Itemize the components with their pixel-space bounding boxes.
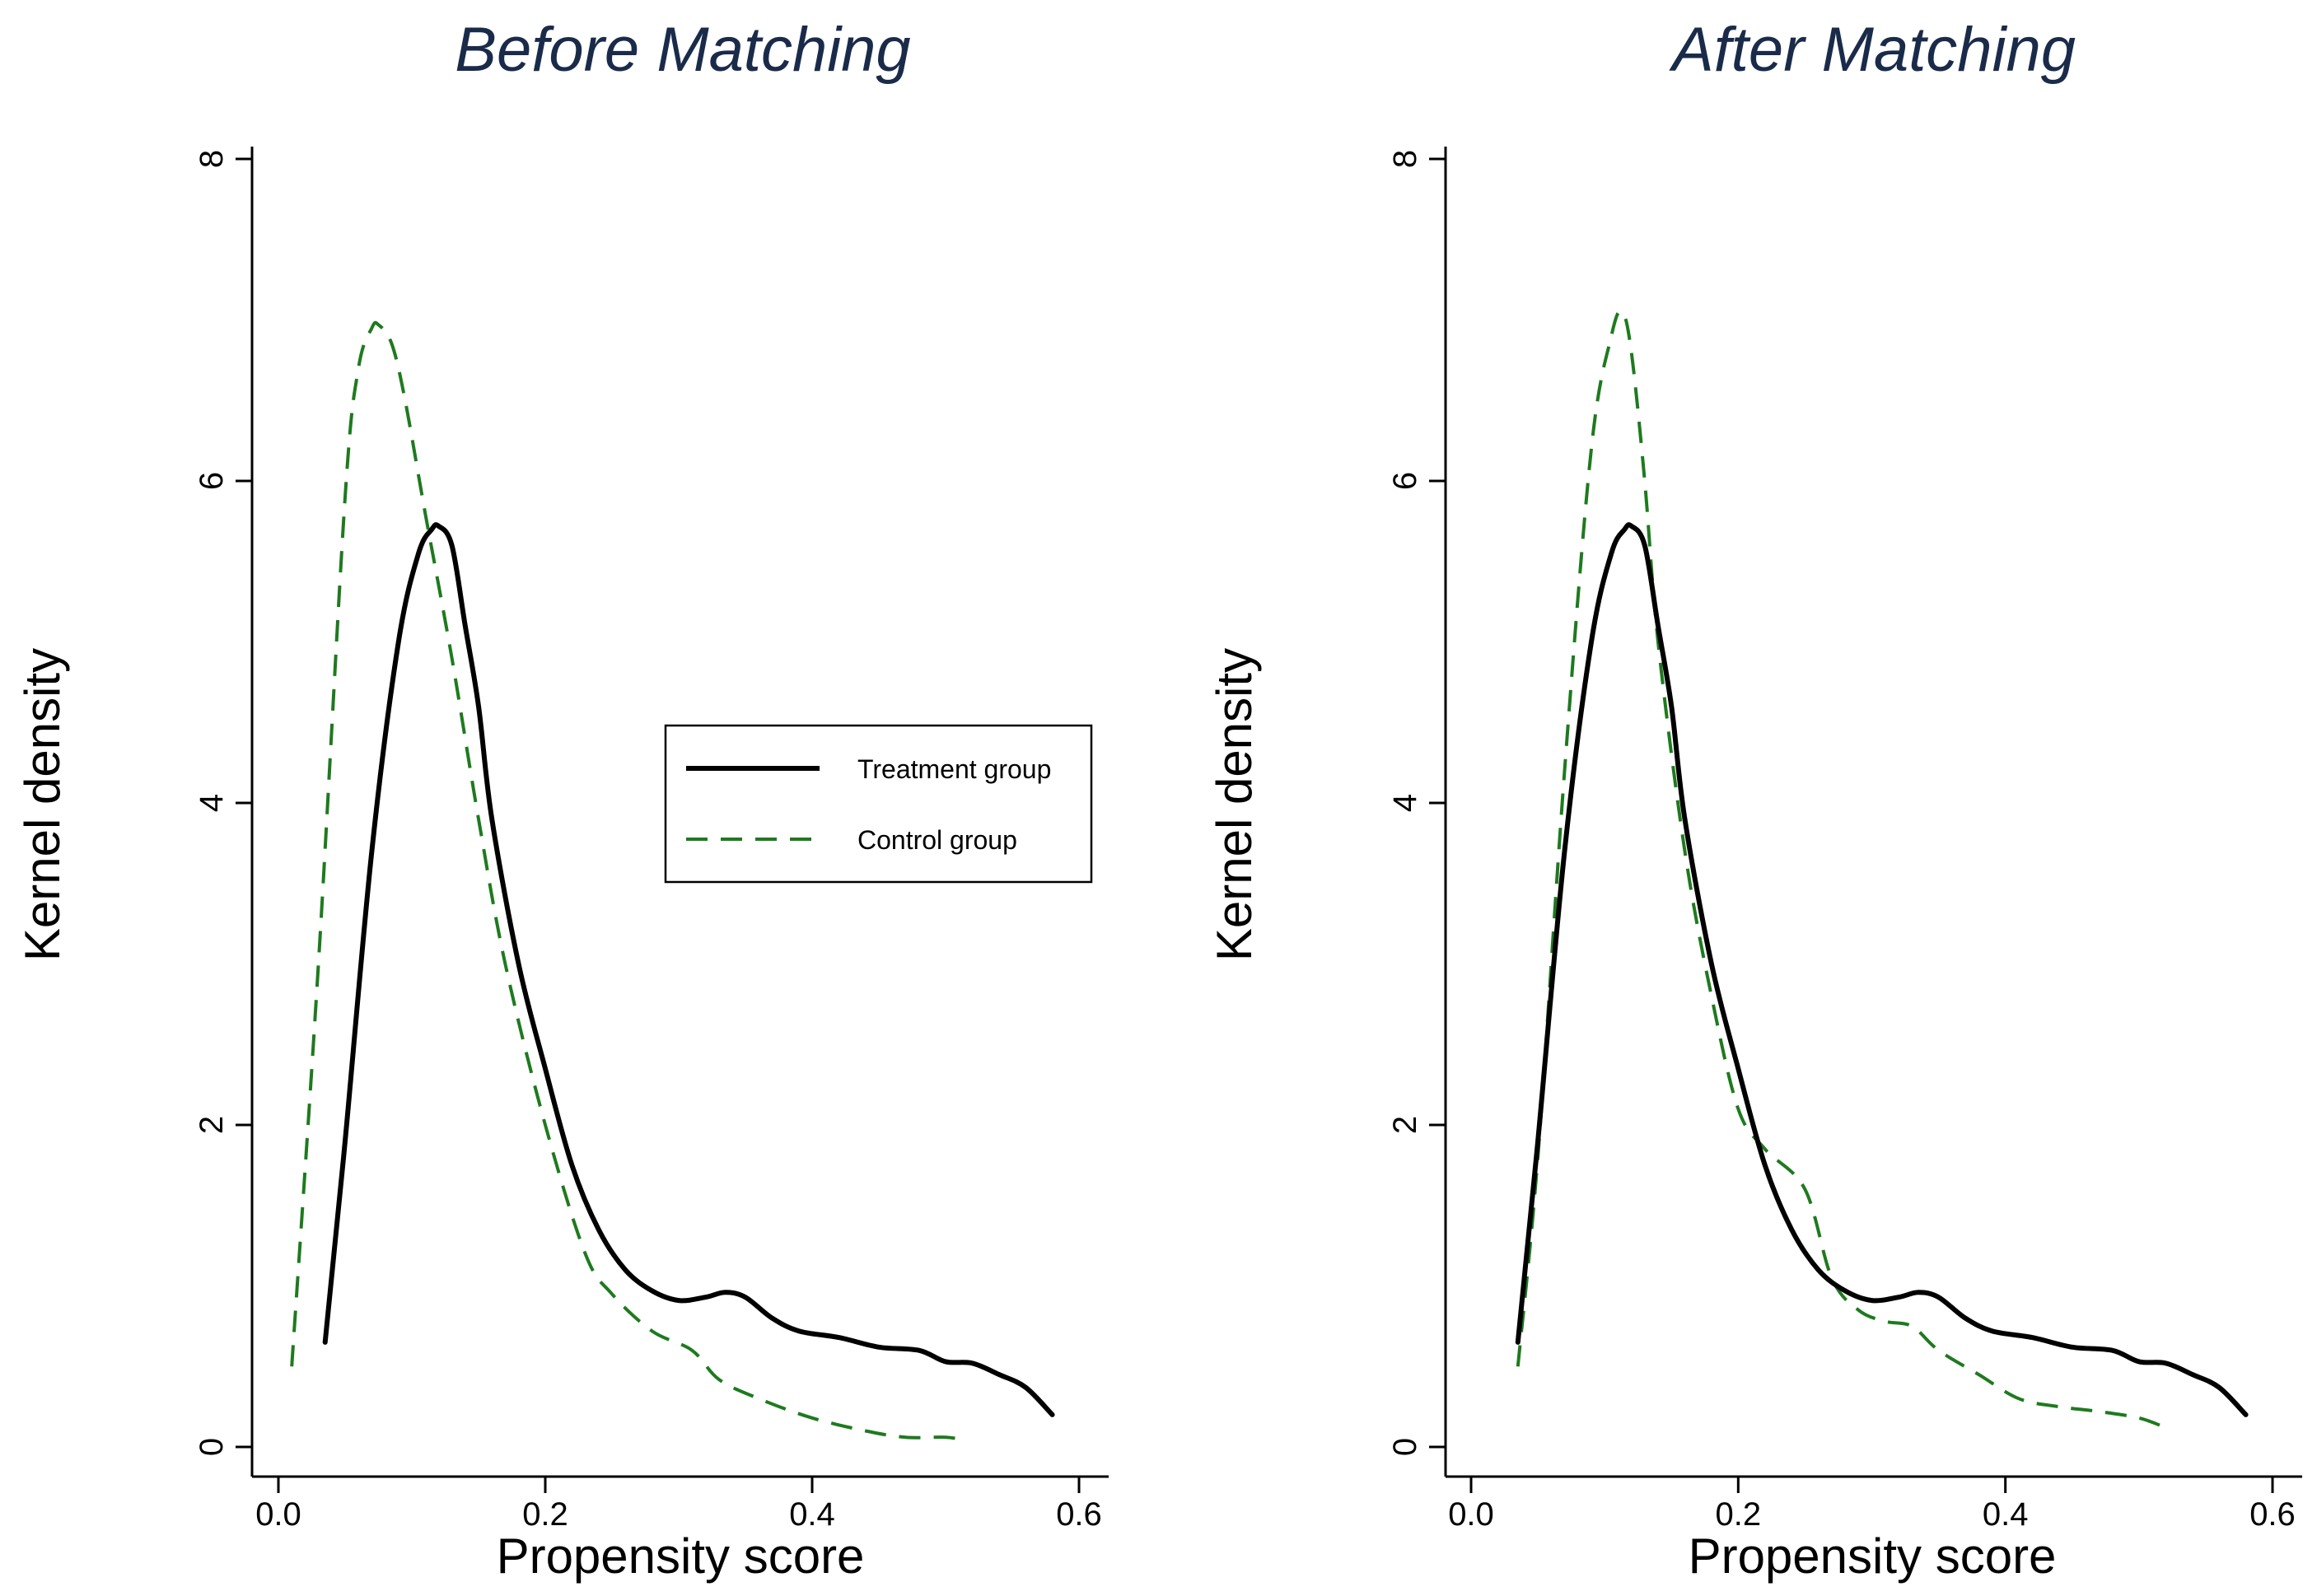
y-tick-label: 8 (194, 150, 230, 168)
series-layer (290, 320, 1055, 1443)
x-tick-label: 0.2 (522, 1496, 568, 1533)
x-axis-label: Propensity score (497, 1528, 865, 1584)
x-tick-label: 0.6 (2249, 1496, 2296, 1533)
y-tick-label: 2 (1387, 1116, 1423, 1134)
y-axis-label: Kernel density (1207, 648, 1262, 961)
legend-label-control: Control group (857, 825, 1017, 855)
x-ticks: 0.0 0.2 0.4 0.6 (1448, 1477, 2296, 1533)
chart-title: After Matching (1669, 15, 2076, 85)
legend: Treatment group Control group (664, 724, 1093, 884)
chart-title: Before Matching (455, 15, 910, 85)
y-ticks: 0 2 4 6 8 (194, 150, 252, 1456)
series-line-control (290, 320, 966, 1443)
series-line-treatment (322, 522, 1055, 1417)
x-tick-label: 0.2 (1716, 1496, 1762, 1533)
series-line-control (1516, 309, 2166, 1430)
x-tick-label: 0.4 (1983, 1496, 2029, 1533)
x-axis-label: Propensity score (1689, 1528, 2057, 1584)
y-ticks: 0 2 4 6 8 (1387, 150, 1446, 1456)
x-tick-label: 0.6 (1056, 1496, 1102, 1533)
legend-label-treatment: Treatment group (857, 754, 1051, 784)
y-tick-label: 4 (1387, 794, 1423, 812)
x-tick-label: 0.0 (1448, 1496, 1494, 1533)
y-tick-label: 4 (194, 794, 230, 812)
x-tick-label: 0.0 (255, 1496, 301, 1533)
panel-after-matching: After Matching Propensity score Kernel d… (1207, 15, 2302, 1584)
y-tick-label: 0 (1387, 1438, 1423, 1456)
x-ticks: 0.0 0.2 0.4 0.6 (255, 1477, 1102, 1533)
y-tick-label: 8 (1387, 150, 1423, 168)
y-tick-label: 0 (194, 1438, 230, 1456)
legend-box (664, 724, 1093, 884)
series-line-treatment (1515, 522, 2249, 1417)
panel-before-matching: Before Matching Propensity score Kernel … (15, 15, 1109, 1584)
y-axis-label: Kernel density (15, 648, 70, 961)
y-tick-label: 6 (194, 472, 230, 490)
y-tick-label: 2 (194, 1116, 230, 1134)
y-tick-label: 6 (1387, 472, 1423, 490)
x-tick-label: 0.4 (789, 1496, 835, 1533)
series-layer (1515, 309, 2249, 1430)
